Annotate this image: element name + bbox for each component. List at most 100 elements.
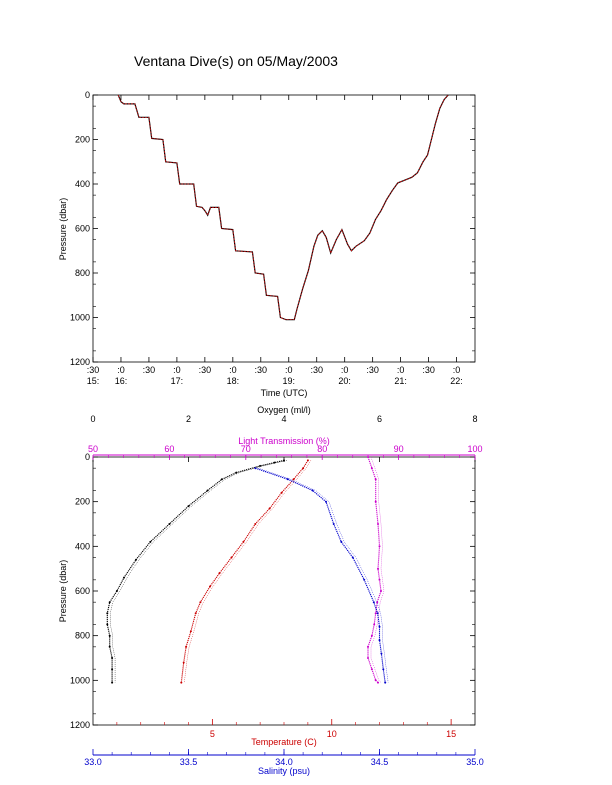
top-plot-frame — [92, 94, 476, 363]
profile-point — [230, 556, 233, 559]
bottom-plot-frame — [92, 456, 476, 726]
profile-point — [185, 645, 188, 648]
profile-point — [380, 652, 383, 655]
profile-point — [374, 612, 377, 615]
top-ytick-label: 400 — [75, 179, 90, 189]
top-xtick-label: :0 — [173, 365, 181, 375]
top-xtick-label: :30 — [422, 365, 435, 375]
profile-point — [311, 489, 314, 492]
profile-oxygen-secondary — [110, 460, 288, 683]
profile-point — [182, 661, 185, 664]
salinity-tick-label: 34.5 — [371, 757, 389, 767]
profile-point — [374, 500, 377, 503]
top-xtick-label: :30 — [199, 365, 212, 375]
top-series-group — [117, 94, 449, 321]
light-transmission-tick-label: 70 — [241, 444, 251, 454]
bottom-chart: 0 200 400 600 800 1000 1200 0 2 4 6 8 50 60 70 80 90 100… — [58, 405, 484, 776]
bottom-profiles-group — [106, 456, 389, 684]
profile-point — [180, 681, 183, 684]
oxygen-tick-label: 0 — [90, 414, 95, 424]
profile-point — [376, 601, 379, 604]
profile-point — [168, 523, 171, 525]
profile-point — [372, 601, 375, 604]
profile-point — [115, 590, 118, 592]
profile-oxygen — [106, 459, 285, 683]
top-xtick-label: :30 — [310, 365, 323, 375]
profile-point — [367, 657, 369, 659]
oxygen-axis-label: Oxygen (ml/l) — [257, 405, 311, 415]
profile-point — [367, 456, 369, 458]
top-xtick-label: :30 — [87, 365, 100, 375]
oxygen-tick-label: 2 — [186, 414, 191, 424]
salinity-tick-label: 33.5 — [180, 757, 198, 767]
profile-point — [220, 478, 223, 481]
top-xtick-label: :30 — [255, 365, 268, 375]
profile-point — [111, 668, 114, 671]
profile-point — [370, 467, 373, 470]
profile-point — [374, 679, 377, 682]
bottom-ytick-label: 0 — [85, 452, 90, 462]
profile-point — [242, 540, 245, 543]
profile-point — [378, 625, 381, 628]
top-xtick-hour-label: 20: — [338, 376, 351, 386]
profile-point — [302, 467, 305, 470]
profile-point — [135, 558, 137, 561]
profile-point — [111, 681, 114, 684]
profile-point — [325, 500, 327, 503]
profile-point — [280, 491, 283, 494]
top-ytick-label: 600 — [75, 224, 90, 234]
profile-point — [108, 634, 111, 637]
top-ytick-label: 1200 — [70, 357, 90, 367]
profile-point — [259, 464, 262, 467]
top-x-axis: :3015::016::30:017::30:018::30:019::30:0… — [87, 95, 463, 386]
chart-title: Ventana Dive(s) on 05/May/2003 — [134, 53, 338, 69]
profile-point — [374, 478, 377, 481]
profile-point — [340, 540, 343, 543]
profile-point — [199, 601, 202, 604]
top-xtick-label: :30 — [143, 365, 156, 375]
profile-point — [378, 578, 381, 581]
top-xtick-hour-label: 17: — [171, 376, 184, 386]
profile-point — [351, 556, 354, 559]
profile-point — [123, 576, 125, 579]
top-series-line — [117, 94, 449, 321]
top-y-axis: 0 200 400 600 800 1000 1200 — [70, 90, 475, 367]
profile-point — [268, 507, 271, 510]
bottom-y-axis: 0 200 400 600 800 1000 1200 — [70, 452, 475, 730]
light-transmission-tick-label: 50 — [88, 444, 98, 454]
profile-point — [106, 623, 109, 626]
top-series-line — [117, 94, 449, 321]
bottom-ylabel: Pressure (dbar) — [58, 560, 68, 623]
oxygen-tick-label: 8 — [472, 414, 477, 424]
light-transmission-axis-label: Light Transmission (%) — [238, 436, 330, 446]
profile-point — [254, 467, 257, 470]
temperature-tick-label: 15 — [446, 729, 456, 739]
profile-point — [384, 681, 387, 684]
top-ytick-label: 800 — [75, 268, 90, 278]
profile-light_transmission-secondary — [370, 456, 385, 683]
temperature-tick-label: 10 — [327, 729, 337, 739]
salinity-tick-label: 35.0 — [466, 757, 484, 767]
salinity-tick-label: 34.0 — [275, 757, 293, 767]
top-xtick-hour-label: 15: — [87, 376, 100, 386]
light-transmission-tick-label: 60 — [164, 444, 174, 454]
light-transmission-tick-label: 80 — [317, 444, 327, 454]
profile-point — [377, 567, 379, 570]
profile-point — [370, 634, 373, 637]
profile-point — [377, 681, 379, 684]
top-xtick-label: :0 — [229, 365, 237, 375]
profile-temperature — [180, 460, 309, 683]
top-ytick-label: 1000 — [70, 313, 90, 323]
profile-point — [194, 612, 197, 615]
profile-point — [373, 623, 376, 626]
top-xtick-label: :30 — [366, 365, 379, 375]
profile-salinity-secondary — [258, 467, 389, 683]
top-xtick-label: :0 — [453, 365, 461, 375]
profile-point — [187, 505, 190, 508]
temperature-axis-label: Temperature (C) — [251, 737, 317, 747]
light-transmission-tick-label: 100 — [467, 444, 482, 454]
oxygen-tick-label: 6 — [377, 414, 382, 424]
profile-point — [235, 471, 238, 474]
